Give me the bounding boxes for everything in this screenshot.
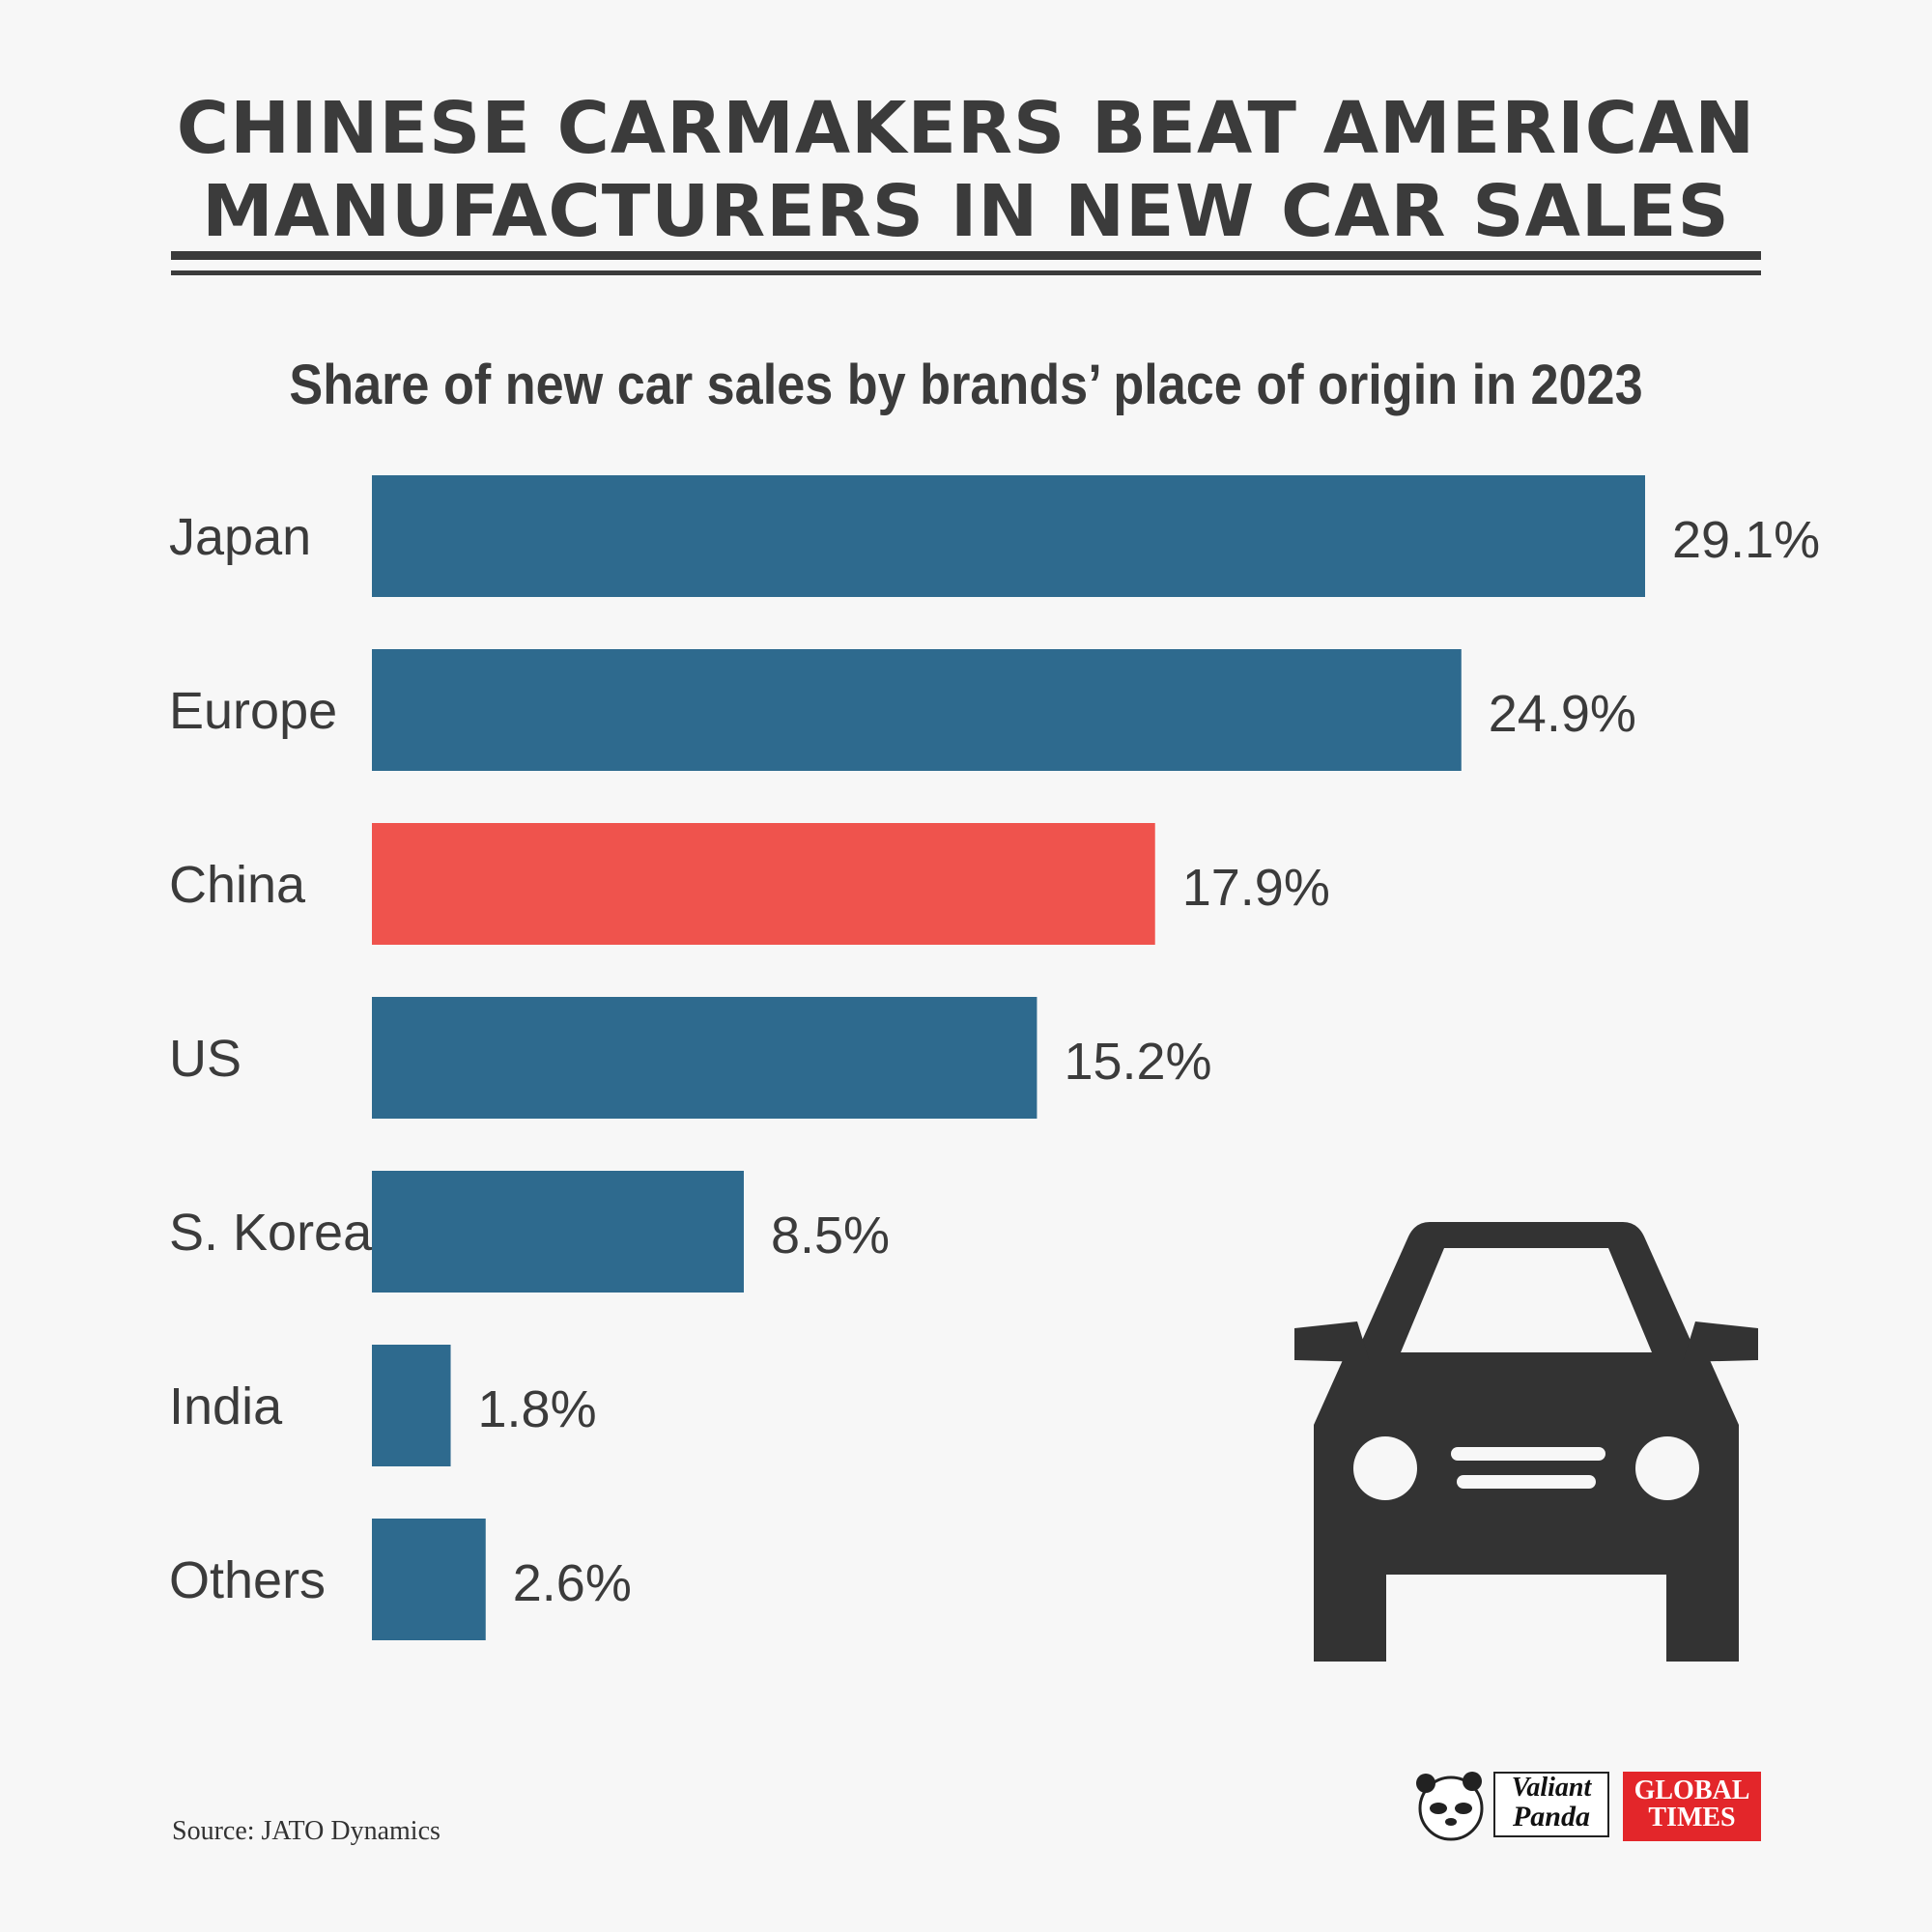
chart-subtitle: Share of new car sales by brands’ place … — [289, 354, 1643, 416]
category-label-europe: Europe — [169, 682, 337, 740]
car-icon — [1294, 1222, 1758, 1662]
value-label-s-korea: 8.5% — [771, 1207, 890, 1264]
category-label-s-korea: S. Korea — [169, 1204, 373, 1262]
panda-wordmark-line-2: Panda — [1512, 1801, 1590, 1833]
source-note: Source: JATO Dynamics — [172, 1816, 440, 1846]
value-label-china: 17.9% — [1182, 859, 1330, 917]
panda-wordmark-line-1: Valiant — [1511, 1773, 1592, 1803]
chart-title: CHINESE CARMAKERS BEAT AMERICAN MANUFACT… — [0, 87, 1932, 253]
bar-us — [372, 997, 1037, 1119]
value-label-others: 2.6% — [513, 1554, 632, 1612]
gt-wordmark-line-2: TIMES — [1648, 1803, 1736, 1833]
bar-s-korea — [372, 1171, 744, 1293]
title-divider-thick — [171, 251, 1761, 260]
bar-europe — [372, 649, 1462, 771]
value-label-japan: 29.1% — [1672, 511, 1820, 569]
value-label-india: 1.8% — [478, 1380, 597, 1438]
category-label-china: China — [169, 856, 306, 914]
valiant-panda-logo: Valiant Panda — [1412, 1766, 1613, 1843]
category-label-japan: Japan — [169, 508, 311, 566]
panda-face-icon — [1416, 1772, 1484, 1841]
global-times-logo: GLOBAL TIMES — [1623, 1772, 1761, 1841]
bar-japan — [372, 475, 1645, 597]
bar-india — [372, 1345, 451, 1466]
category-label-india: India — [169, 1378, 283, 1435]
chart-title-line-2: MANUFACTURERS IN NEW CAR SALES — [202, 170, 1730, 253]
category-label-others: Others — [169, 1551, 326, 1609]
bar-others — [372, 1519, 486, 1640]
panda-wordmark: Valiant Panda — [1493, 1772, 1609, 1837]
gt-wordmark-line-1: GLOBAL — [1634, 1776, 1750, 1805]
category-label-us: US — [169, 1030, 242, 1088]
value-label-us: 15.2% — [1064, 1033, 1211, 1091]
title-divider-thin — [171, 270, 1761, 275]
bar-china — [372, 823, 1155, 945]
value-label-europe: 24.9% — [1489, 685, 1636, 743]
chart-title-line-1: CHINESE CARMAKERS BEAT AMERICAN — [176, 87, 1756, 170]
